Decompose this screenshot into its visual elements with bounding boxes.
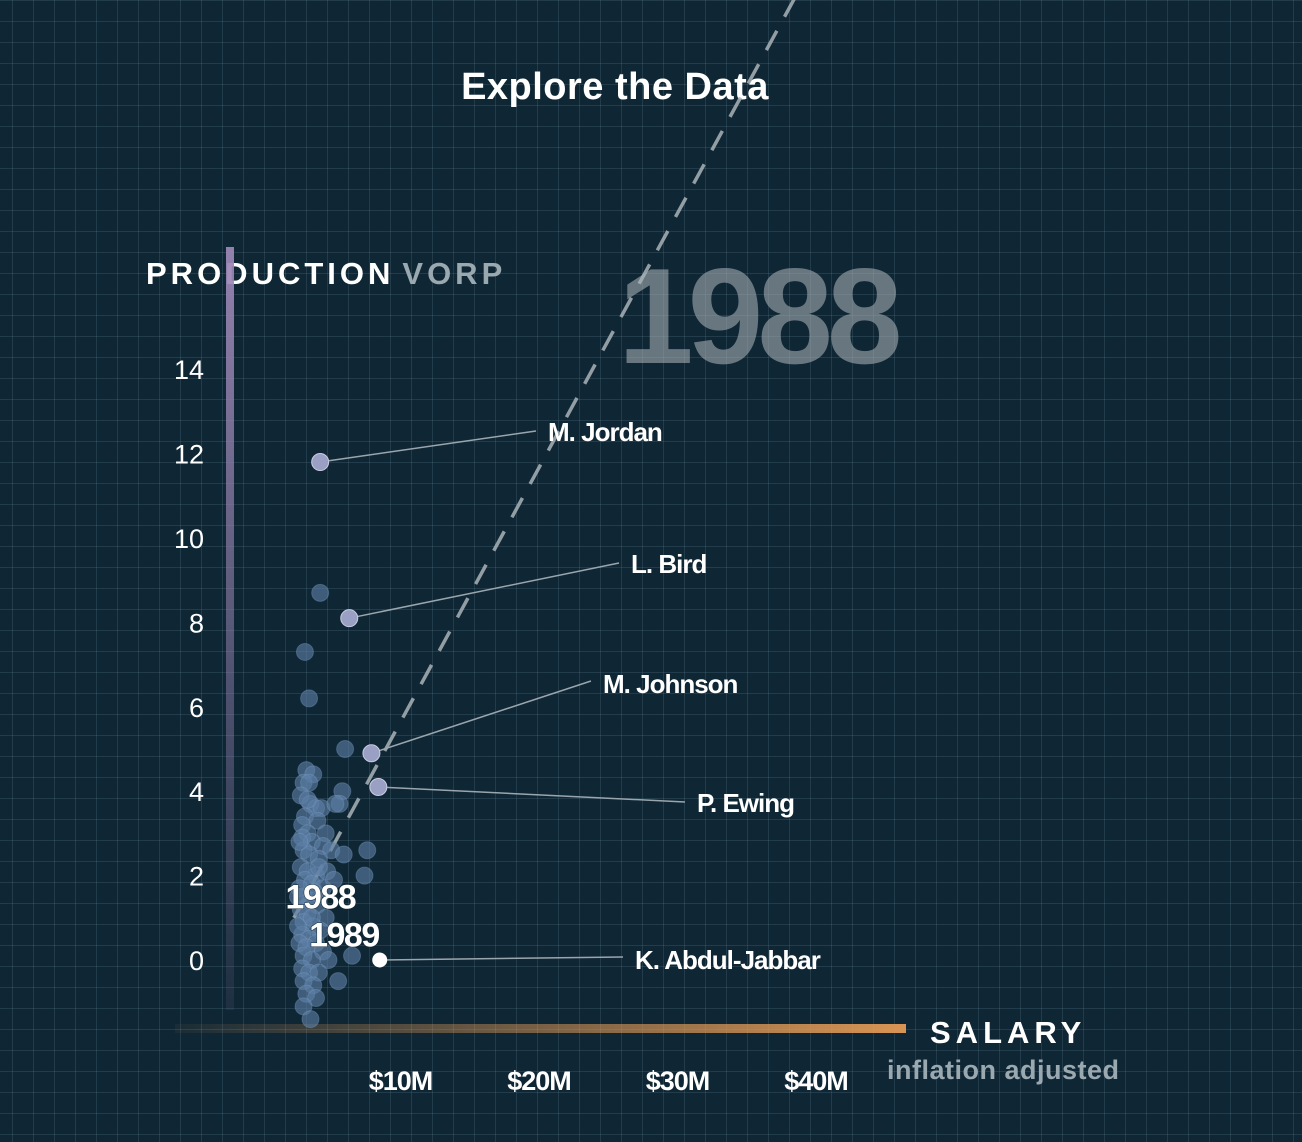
data-point [358,841,377,860]
data-point [325,870,344,889]
y-axis-title: PRODUCTION VORP [146,256,506,292]
data-point [319,951,338,969]
x-tick-label: $10M [369,1066,433,1096]
leader-line [379,956,624,961]
y-tick-label: 8 [189,608,204,638]
x-axis-bar [175,1024,906,1033]
point-label: M. Jordan [548,417,662,447]
data-point [289,887,308,906]
y-axis-unit: VORP [402,256,507,291]
x-tick-label: $20M [507,1066,571,1096]
y-axis-title-main: PRODUCTION [146,256,395,291]
data-point [301,1010,320,1029]
data-point [295,642,314,661]
leader-line [320,430,537,463]
leader-line [349,562,620,619]
data-point [343,946,362,965]
x-axis-subtitle: inflation adjusted [887,1055,1120,1085]
x-tick-label: $40M [784,1066,848,1096]
data-point [302,908,321,927]
leader-line [378,786,686,803]
point-label: M. Johnson [603,669,738,699]
y-tick-label: 4 [189,777,204,807]
data-point [355,866,374,885]
year-display: 1988 [618,240,903,392]
x-axis-title: SALARY [930,1015,1087,1050]
data-point [308,811,327,830]
x-tick-label: $30M [646,1066,710,1096]
labeled-point [372,952,388,968]
labeled-point [362,744,381,763]
year-path-label: 1989 [309,917,379,955]
leader-line [371,680,592,754]
y-tick-label: 12 [174,440,204,470]
data-point [298,790,317,809]
data-point [289,917,308,936]
point-label: L. Bird [631,549,706,579]
y-tick-label: 6 [189,693,204,723]
data-point [334,845,353,864]
point-label: P. Ewing [697,788,794,818]
y-axis-bar [226,247,234,1010]
data-point [309,858,328,877]
labeled-point [340,609,359,628]
point-label: K. Abdul-Jabbar [635,945,821,975]
data-point [336,740,355,758]
y-tick-label: 14 [174,355,204,385]
data-point [311,583,330,602]
y-tick-label: 10 [174,524,204,554]
reference-line [292,0,796,919]
data-point [290,832,309,851]
page-title: Explore the Data [461,66,769,108]
year-path-label: 1988 [286,879,356,917]
data-point [326,794,345,813]
labeled-point [369,777,388,796]
data-point [305,883,324,902]
data-point [300,689,319,708]
data-point [307,988,326,1007]
labeled-point [311,453,330,472]
data-point [329,972,348,991]
y-tick-label: 0 [189,946,204,976]
y-tick-label: 2 [189,862,204,892]
